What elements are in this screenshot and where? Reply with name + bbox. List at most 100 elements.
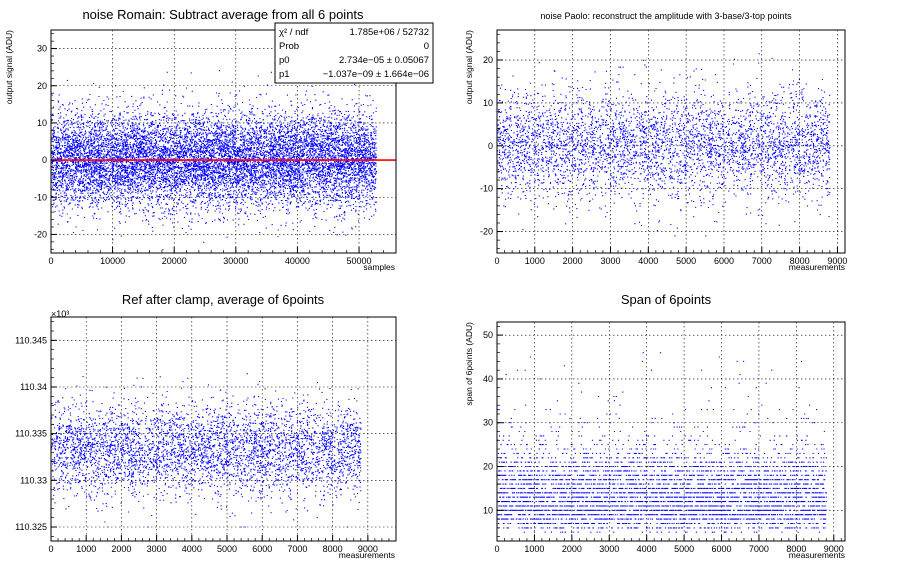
x-tick-label: 2000: [562, 544, 582, 554]
x-tick-label: 20000: [162, 256, 187, 266]
x-tick-label: 7000: [752, 256, 772, 266]
x-tick-label: 0: [48, 256, 53, 266]
x-tick-label: 6000: [252, 544, 272, 554]
x-tick-label: 5000: [217, 544, 237, 554]
chart-title: noise Romain: Subtract average from all …: [82, 7, 364, 22]
y-tick-label: 110.34: [20, 382, 47, 392]
y-axis-label: output signal (ADU): [4, 30, 14, 104]
x-tick-label: 4000: [182, 544, 202, 554]
chart-title: noise Paolo: reconstruct the amplitude w…: [540, 11, 792, 21]
y-tick-label: 40: [483, 374, 493, 384]
axis-ticks: 0 1000 2000 3000 4000 5000 6000 7000 8000 9000 -20…: [480, 33, 847, 266]
y-tick-label: 30: [37, 44, 47, 54]
scatter-points: [497, 352, 827, 533]
panel-ref-after-clamp: Ref after clamp, average of 6points 0 100…: [15, 292, 397, 560]
x-tick-label: 3000: [600, 256, 620, 266]
panel-span-of-6points: Span of 6points 0 1000 2000 3000 4000 5000 600…: [464, 292, 846, 560]
x-tick-label: 0: [48, 544, 53, 554]
axis-ticks: 0 10000 20000 30000 40000 50000 -20 -10 0 10 20 30: [34, 33, 397, 266]
x-axis-label: measurements: [789, 262, 845, 272]
x-axis-label: measurements: [789, 550, 845, 560]
y-tick-label: 30: [483, 418, 493, 428]
x-axis-label: samples: [363, 262, 395, 272]
x-tick-label: 3000: [599, 544, 619, 554]
chart-title: Span of 6points: [621, 292, 712, 307]
y-tick-label: 20: [483, 462, 493, 472]
y-tick-label: 110.325: [15, 522, 47, 532]
x-tick-label: 50000: [347, 256, 372, 266]
x-tick-label: 4000: [637, 544, 657, 554]
y-axis-label: span of 6points (ADU): [464, 322, 474, 406]
scatter-points: [51, 373, 362, 528]
x-tick-label: 1000: [76, 544, 96, 554]
chart-title: Ref after clamp, average of 6points: [122, 292, 325, 307]
grid-lines: [497, 322, 845, 541]
stats-box: χ² / ndf 1.785e+06 / 52732 Prob 0 p0 2.7…: [274, 22, 434, 84]
y-axis-label: output signal (ADU): [464, 30, 474, 104]
x-tick-label: 7000: [287, 544, 307, 554]
y-tick-label: 20: [37, 81, 47, 91]
x-tick-label: 9000: [827, 256, 847, 266]
y-tick-label: 110.33: [20, 475, 47, 485]
y-tick-label: 20: [483, 55, 493, 65]
plot-frame: [496, 321, 846, 542]
panel-noise-paolo: noise Paolo: reconstruct the amplitude w…: [464, 11, 847, 272]
y-tick-label: -20: [34, 229, 47, 239]
x-tick-label: 8000: [323, 544, 343, 554]
x-axis-label: measurements: [339, 550, 395, 560]
y-tick-label: 10: [37, 118, 47, 128]
y-tick-label: -20: [480, 227, 493, 237]
x-tick-label: 4000: [638, 256, 658, 266]
x-tick-label: 9000: [358, 544, 378, 554]
data-points: [51, 373, 362, 528]
data-points: [51, 70, 377, 254]
x-tick-label: 7000: [749, 544, 769, 554]
y-tick-label: 0: [42, 155, 47, 165]
data-points: [497, 53, 831, 237]
x-tick-label: 1000: [524, 544, 544, 554]
x-tick-label: 8000: [790, 256, 810, 266]
y-tick-label: 110.335: [15, 429, 47, 439]
grid-lines: [497, 30, 845, 253]
y-tick-label: -10: [480, 184, 493, 194]
x-tick-label: 1000: [525, 256, 545, 266]
panel-noise-romain: noise Romain: Subtract average from all …: [4, 7, 434, 272]
stats-label: Prob: [279, 41, 299, 52]
axis-ticks: 0 1000 2000 3000 4000 5000 6000 7000 8000 9000 110…: [15, 321, 397, 554]
stats-box-frame: [274, 22, 434, 84]
stats-value: −1.037e−09 ± 1.664e−06: [323, 69, 429, 80]
y-axis-multiplier: ×10³: [51, 309, 69, 319]
x-tick-label: 0: [494, 544, 499, 554]
x-tick-label: 5000: [674, 544, 694, 554]
x-tick-label: 30000: [223, 256, 248, 266]
data-points: [497, 352, 827, 533]
axis-ticks: 0 1000 2000 3000 4000 5000 6000 7000 8000 9000 10 2…: [483, 326, 844, 554]
y-tick-label: 0: [488, 141, 493, 151]
x-tick-label: 2000: [111, 544, 131, 554]
plot-frame: [50, 316, 397, 542]
x-tick-label: 5000: [676, 256, 696, 266]
x-tick-label: 0: [494, 256, 499, 266]
y-tick-label: 110.345: [15, 335, 47, 345]
x-tick-label: 10000: [100, 256, 125, 266]
stats-label: χ² / ndf: [279, 27, 309, 38]
y-tick-label: 10: [483, 98, 493, 108]
x-tick-label: 40000: [285, 256, 310, 266]
stats-label: p1: [279, 69, 290, 80]
x-tick-label: 9000: [824, 544, 844, 554]
scatter-points: [51, 70, 377, 254]
y-tick-label: 10: [483, 505, 493, 515]
stats-label: p0: [279, 55, 290, 66]
x-tick-label: 6000: [712, 544, 732, 554]
y-tick-label: -10: [34, 192, 47, 202]
x-tick-label: 8000: [786, 544, 806, 554]
stats-value: 2.734e−05 ± 0.05067: [339, 55, 429, 66]
stats-value: 0: [424, 41, 429, 52]
stats-value: 1.785e+06 / 52732: [349, 27, 429, 38]
y-tick-label: 50: [483, 330, 493, 340]
x-tick-label: 3000: [147, 544, 167, 554]
scatter-points: [497, 53, 831, 237]
x-tick-label: 2000: [563, 256, 583, 266]
